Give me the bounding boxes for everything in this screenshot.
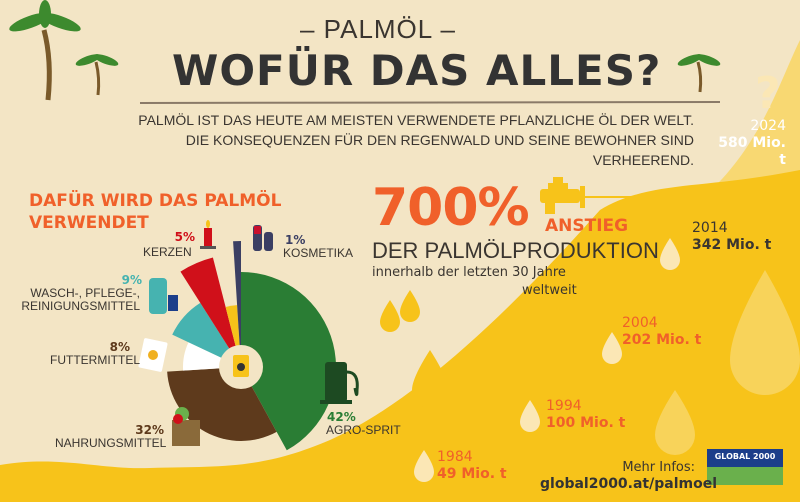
growth-percentage: 700% xyxy=(372,178,530,238)
oil-drop-icons xyxy=(380,238,800,482)
intro-line-2: DIE KONSEQUENZEN FÜR DEN REGENWALD UND S… xyxy=(185,132,694,168)
year: 2024 xyxy=(750,118,786,134)
detergent-icon xyxy=(149,278,178,314)
pie-slice-reinigungsmittel xyxy=(172,302,241,367)
year: 1984 xyxy=(437,449,473,465)
value: 580 Mio. t xyxy=(718,135,786,168)
value: 100 Mio. t xyxy=(546,415,626,431)
pie-slice-agro-sprit xyxy=(241,272,337,451)
pct-kerzen: 5% xyxy=(174,230,195,244)
production-2024: 2024 580 Mio. t xyxy=(718,118,786,169)
intro-text: PALMÖL IST DAS HEUTE AM MEISTEN VERWENDE… xyxy=(124,110,694,170)
question-mark: ? xyxy=(755,68,781,119)
pie-chart xyxy=(167,241,337,451)
palm-tree-icon xyxy=(41,29,52,101)
year: 2014 xyxy=(692,220,728,236)
label-futtermittel: FUTTERMITTEL xyxy=(50,353,140,367)
usage-heading-line-1: DAFÜR WIRD DAS PALMÖL xyxy=(29,191,282,211)
light-yellow-top xyxy=(700,40,800,200)
growth-line-3: weltweit xyxy=(522,283,577,298)
fuel-pump-icon xyxy=(320,362,359,404)
small-palm-icon xyxy=(94,61,101,96)
pie-slice-kosmetika xyxy=(233,241,241,367)
kicker: – PALMÖL – xyxy=(300,14,456,44)
label-kerzen: 5% xyxy=(165,230,195,244)
pct-futtermittel: 8% xyxy=(109,340,130,354)
pct-kosmetika: 1% xyxy=(285,233,306,247)
label-kosmetika: KOSMETIKA xyxy=(283,246,354,260)
growth-line-2: innerhalb der letzten 30 Jahre xyxy=(372,265,566,280)
value: 342 Mio. t xyxy=(692,237,772,253)
more-info-label: Mehr Infos: xyxy=(622,460,695,475)
shopping-bag-icon xyxy=(172,407,200,446)
usage-heading-line-2: VERWENDET xyxy=(29,213,149,233)
production-2014: 2014 342 Mio. t xyxy=(692,220,771,254)
production-2004: 2004 202 Mio. t xyxy=(622,315,701,349)
label-kerzen-text: KERZEN xyxy=(143,245,192,259)
label-agro-sprit: AGRO-SPRIT xyxy=(326,423,401,437)
pie-slice-kerzen xyxy=(180,257,241,367)
right-palm-leaves-icon xyxy=(677,54,721,66)
title-underline xyxy=(139,101,721,104)
production-1994: 1994 100 Mio. t xyxy=(546,398,625,432)
intro-line-1: PALMÖL IST DAS HEUTE AM MEISTEN VERWENDE… xyxy=(138,112,694,128)
label-wasch-line-2: REINIGUNGSMITTEL xyxy=(21,299,140,313)
year: 2004 xyxy=(622,315,658,331)
growth-word: ANSTIEG xyxy=(545,216,629,236)
global2000-logo xyxy=(707,449,783,485)
pct-agro-sprit: 42% xyxy=(327,410,356,424)
faucet-icon xyxy=(540,177,680,214)
growth-line-1: DER PALMÖLPRODUKTION xyxy=(372,238,659,263)
pct-wasch: 9% xyxy=(121,273,142,287)
pct-nahrungsmittel: 32% xyxy=(135,423,164,437)
production-1984: 1984 49 Mio. t xyxy=(437,449,507,483)
more-info-link[interactable]: global2000.at/palmoel xyxy=(540,476,718,492)
right-palm-icon xyxy=(696,61,703,93)
label-nahrungsmittel: NAHRUNGSMITTEL xyxy=(55,436,167,450)
lipstick-icon xyxy=(253,225,273,251)
candle-icon xyxy=(200,220,216,249)
yellow-wave xyxy=(0,170,800,502)
year: 1994 xyxy=(546,398,582,414)
usage-heading: DAFÜR WIRD DAS PALMÖL VERWENDET xyxy=(29,190,281,234)
value: 202 Mio. t xyxy=(622,332,702,348)
label-wasch: WASCH-, PFLEGE-, REINIGUNGSMITTEL xyxy=(20,287,140,313)
logo-text: GLOBAL 2000 xyxy=(714,452,776,461)
small-palm-leaves-icon xyxy=(75,54,119,66)
feed-bag-icon xyxy=(138,338,168,372)
page-title: WOFÜR DAS ALLES? xyxy=(172,46,662,95)
palm-leaves-icon xyxy=(9,0,81,32)
value: 49 Mio. t xyxy=(437,466,507,482)
label-wasch-line-1: WASCH-, PFLEGE-, xyxy=(30,286,140,300)
